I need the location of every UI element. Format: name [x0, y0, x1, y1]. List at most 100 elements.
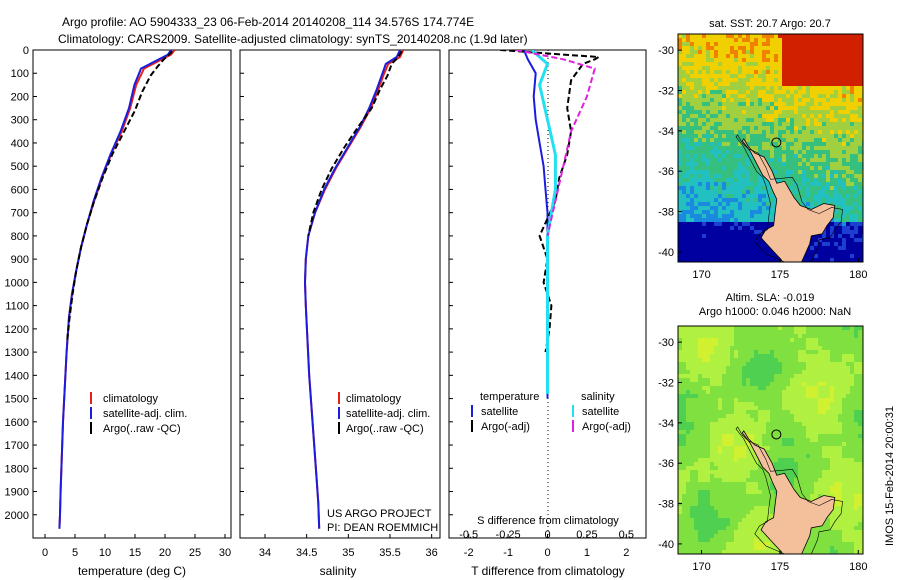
x-tick-label: 10	[99, 547, 111, 559]
y-tick-label: 1500	[5, 394, 29, 406]
y-tick-label: -36	[658, 458, 674, 470]
x-tick-label: -2	[464, 547, 474, 559]
x-tick-label: 180	[849, 561, 867, 573]
sst-map-frame	[677, 33, 864, 263]
series-t-argo	[500, 50, 602, 353]
y-tick-label: 100	[11, 68, 29, 80]
x-tick-label: 1	[584, 547, 590, 559]
shelf-contour	[735, 426, 843, 554]
temperature-legend: climatology satellite-adj. clim. Argo(..…	[90, 392, 187, 435]
series-s-argo	[515, 50, 597, 237]
y-tick-label: 500	[11, 161, 29, 173]
top-tick-label: 0	[544, 529, 550, 541]
x-tick-label: 5	[72, 547, 78, 559]
y-tick-label: 1300	[5, 347, 29, 359]
y-tick-label: 1900	[5, 487, 29, 499]
sla-map: 170 175 180 -30 -32 -34 -36 -38 -40 Altim. SLA: …	[658, 292, 867, 573]
legend-argo: Argo(..raw -QC)	[103, 423, 181, 435]
x-tick-label: 170	[692, 269, 710, 281]
header-line1: Argo profile: AO 5904333_23 06-Feb-2014 …	[62, 15, 474, 29]
y-tick-label: 1400	[5, 370, 29, 382]
series-satellite	[303, 50, 401, 529]
imos-timestamp: IMOS 15-Feb-2014 20:00:31	[884, 406, 896, 546]
y-tick-label: -40	[658, 247, 674, 259]
x-tick-label: 0	[42, 547, 48, 559]
y-tick-label: -30	[658, 45, 674, 57]
x-tick-label: 35.5	[379, 547, 400, 559]
legend-t-satellite: satellite	[481, 406, 518, 418]
series-climatology	[303, 50, 405, 529]
legend-argo: Argo(..raw -QC)	[346, 423, 424, 435]
x-tick-label: 25	[189, 547, 201, 559]
nz-land	[741, 138, 836, 262]
y-tick-label: 1700	[5, 440, 29, 452]
x-tick-label: 15	[129, 547, 141, 559]
temperature-xlabel: temperature (deg C)	[78, 564, 186, 578]
x-tick-label: 175	[771, 269, 789, 281]
y-tick-label: 1000	[5, 277, 29, 289]
legend-climatology: climatology	[346, 393, 402, 405]
argo-position-marker	[771, 429, 782, 440]
shelf-contour	[735, 134, 843, 262]
s-diff-label: S difference from climatology	[477, 515, 619, 527]
sla-title-2: Argo h1000: 0.046 h2000: NaN	[699, 306, 851, 318]
y-tick-label: -30	[658, 337, 674, 349]
y-tick-label: 1100	[5, 301, 29, 313]
legend-t-title: temperature	[480, 391, 539, 403]
series-climatology	[58, 50, 176, 529]
legend-s-argo: Argo(-adj)	[582, 421, 631, 433]
project-label: US ARGO PROJECT	[327, 508, 432, 520]
series-satellite	[58, 50, 172, 529]
top-tick-label: -0.5	[459, 529, 478, 541]
y-tick-label: -32	[658, 85, 674, 97]
sla-map-frame	[677, 325, 864, 555]
x-tick-label: 175	[771, 561, 789, 573]
sst-heatmap	[678, 34, 863, 262]
y-tick-label: -38	[658, 207, 674, 219]
header-line2: Climatology: CARS2009. Satellite-adjuste…	[58, 32, 528, 46]
pi-label: PI: DEAN ROEMMICH	[327, 522, 438, 534]
top-tick-label: 0.5	[619, 529, 634, 541]
top-tick-label: 0.25	[576, 529, 597, 541]
x-tick-label: 36	[426, 547, 438, 559]
x-tick-label: 2	[623, 547, 629, 559]
x-tick-label: 35	[342, 547, 354, 559]
x-tick-label: 30	[219, 547, 231, 559]
y-tick-label: -34	[658, 418, 674, 430]
sst-map: 170 175 180 -30 -32 -34 -36 -38 -40 sat. SST: 20…	[658, 18, 867, 281]
argo-position-marker	[771, 137, 782, 148]
top-tick-label: -0.25	[496, 529, 521, 541]
x-tick-label: 180	[849, 269, 867, 281]
series-s-satellite	[530, 50, 557, 394]
y-tick-label: 900	[11, 254, 29, 266]
sst-title: sat. SST: 20.7 Argo: 20.7	[709, 18, 831, 30]
y-tick-label: 400	[11, 138, 29, 150]
salinity-axes-frame	[239, 49, 441, 539]
y-tick-label: 1800	[5, 463, 29, 475]
y-tick-label: -40	[658, 539, 674, 551]
x-tick-label: 20	[159, 547, 171, 559]
salinity-panel: 34 34.5 35 35.5 36 salinity climatology sate…	[239, 49, 441, 578]
y-tick-label: 200	[11, 91, 29, 103]
y-tick-label: 2000	[5, 510, 29, 522]
difference-legend: temperature satellite Argo(-adj) salinit…	[471, 391, 631, 433]
y-tick-label: -34	[658, 126, 674, 138]
y-tick-label: -36	[658, 166, 674, 178]
series-argo	[307, 50, 403, 237]
y-tick-label: -38	[658, 499, 674, 511]
x-tick-label: 170	[692, 561, 710, 573]
salinity-legend: climatology satellite-adj. clim. Argo(..…	[338, 392, 430, 435]
y-tick-label: 1200	[5, 324, 29, 336]
series-argo	[66, 50, 173, 341]
legend-satellite: satellite-adj. clim.	[346, 408, 430, 420]
y-tick-label: 0	[23, 45, 29, 57]
y-tick-label: 1600	[5, 417, 29, 429]
temperature-panel: 0100200300400500600700800900100011001200…	[5, 45, 232, 578]
x-tick-label: 0	[544, 547, 550, 559]
x-tick-label: 34.5	[296, 547, 317, 559]
y-tick-label: 300	[11, 115, 29, 127]
nz-land	[741, 430, 836, 554]
legend-s-title: salinity	[581, 391, 615, 403]
legend-t-argo: Argo(-adj)	[481, 421, 530, 433]
